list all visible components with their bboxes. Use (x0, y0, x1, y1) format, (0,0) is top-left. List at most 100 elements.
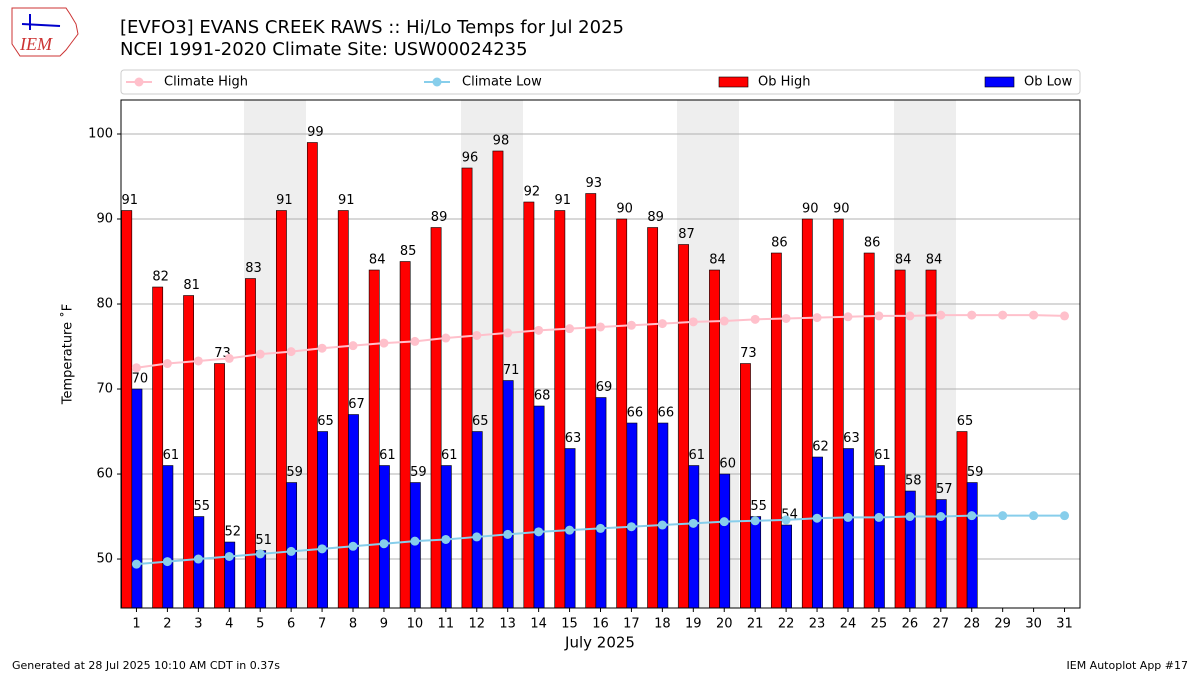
climate-point (688, 518, 698, 528)
legend-swatch (984, 76, 1015, 88)
data-label: 86 (771, 236, 788, 251)
bar (502, 380, 514, 609)
data-label: 82 (152, 270, 169, 285)
data-label: 90 (802, 202, 819, 217)
plot: 91 82 81 73 83 91 99 91 84 85 89 96 98 92 91 93 90 89 87 84… (121, 125, 1080, 609)
climate-point (565, 324, 575, 334)
y-tick-label: 70 (96, 382, 113, 397)
x-tick-label: 23 (809, 617, 826, 632)
climate-point (348, 541, 358, 551)
logo-icon (21, 23, 61, 27)
bar (214, 363, 225, 609)
data-label: 90 (833, 202, 850, 217)
bar (554, 210, 566, 609)
x-tick-label: 16 (592, 617, 609, 632)
climate-point (410, 336, 420, 346)
climate-point (379, 338, 389, 348)
x-tick-label: 24 (840, 617, 857, 632)
x-tick-label: 30 (1025, 617, 1042, 632)
climate-point (503, 529, 513, 539)
bar (275, 210, 287, 609)
x-tick-label: 5 (256, 617, 264, 632)
climate-point (967, 310, 977, 320)
legend-label: Ob Low (1024, 75, 1073, 90)
bar (626, 422, 638, 609)
data-label: 65 (957, 414, 974, 429)
x-tick-label: 29 (994, 617, 1011, 632)
data-label: 91 (555, 193, 572, 208)
x-tick-label: 27 (933, 617, 950, 632)
x-tick-label: 28 (963, 617, 980, 632)
climate-point (534, 325, 544, 335)
bar (224, 541, 236, 609)
data-label: 91 (276, 193, 293, 208)
climate-point (534, 527, 544, 537)
data-label: 69 (596, 380, 613, 395)
x-tick-label: 8 (349, 617, 357, 632)
x-tick-label: 15 (561, 617, 578, 632)
bar (873, 465, 885, 609)
climate-point (472, 532, 482, 542)
bar (255, 550, 267, 609)
climate-point (843, 312, 853, 322)
climate-point (936, 512, 946, 522)
data-label: 65 (472, 414, 489, 429)
footer-left: Generated at 28 Jul 2025 10:10 AM CDT in… (12, 659, 280, 672)
data-label: 84 (926, 253, 943, 268)
climate-point (596, 523, 605, 533)
x-tick-label: 2 (163, 617, 171, 632)
bar (904, 490, 916, 609)
legend (120, 69, 1081, 95)
bar (585, 193, 597, 609)
climate-point (286, 347, 296, 357)
bar (863, 252, 875, 609)
bar (781, 524, 792, 609)
data-label: 89 (431, 210, 448, 225)
data-label: 66 (627, 406, 644, 421)
data-label: 59 (286, 465, 303, 480)
y-tick-label: 90 (96, 212, 113, 227)
climate-point (441, 333, 451, 343)
data-label: 99 (307, 125, 324, 140)
climate-point (193, 356, 203, 366)
y-tick-label: 80 (96, 297, 113, 312)
x-tick-label: 22 (778, 617, 795, 632)
bar (740, 363, 751, 609)
bar (688, 465, 700, 609)
data-label: 86 (864, 236, 881, 251)
bar (471, 431, 483, 609)
data-label: 66 (658, 406, 675, 421)
x-tick-label: 20 (716, 617, 733, 632)
bar (317, 431, 328, 609)
climate-point (688, 317, 698, 327)
bar (894, 269, 906, 609)
data-label: 51 (255, 533, 272, 548)
climate-point (812, 513, 822, 523)
data-label: 61 (874, 448, 891, 463)
bar (719, 473, 731, 609)
x-tick-label: 18 (654, 617, 671, 632)
data-label: 57 (936, 482, 953, 497)
climate-point (348, 341, 358, 351)
data-label: 84 (895, 253, 912, 268)
data-label: 81 (183, 278, 200, 293)
data-label: 61 (688, 448, 705, 463)
climate-point (255, 349, 265, 359)
bar (379, 465, 390, 609)
climate-point (255, 549, 265, 559)
climate-point (317, 544, 327, 554)
y-tick-label: 60 (96, 467, 113, 482)
bar (657, 422, 669, 609)
data-label: 59 (410, 465, 427, 480)
logo-map (11, 7, 79, 57)
data-label: 52 (224, 525, 241, 540)
bar (533, 405, 545, 609)
climate-point (905, 311, 915, 321)
bar (750, 516, 762, 609)
bar (647, 227, 659, 609)
x-axis-label: July 2025 (564, 634, 635, 652)
data-label: 61 (441, 448, 458, 463)
climate-point (657, 520, 667, 530)
climate-point (565, 525, 575, 535)
